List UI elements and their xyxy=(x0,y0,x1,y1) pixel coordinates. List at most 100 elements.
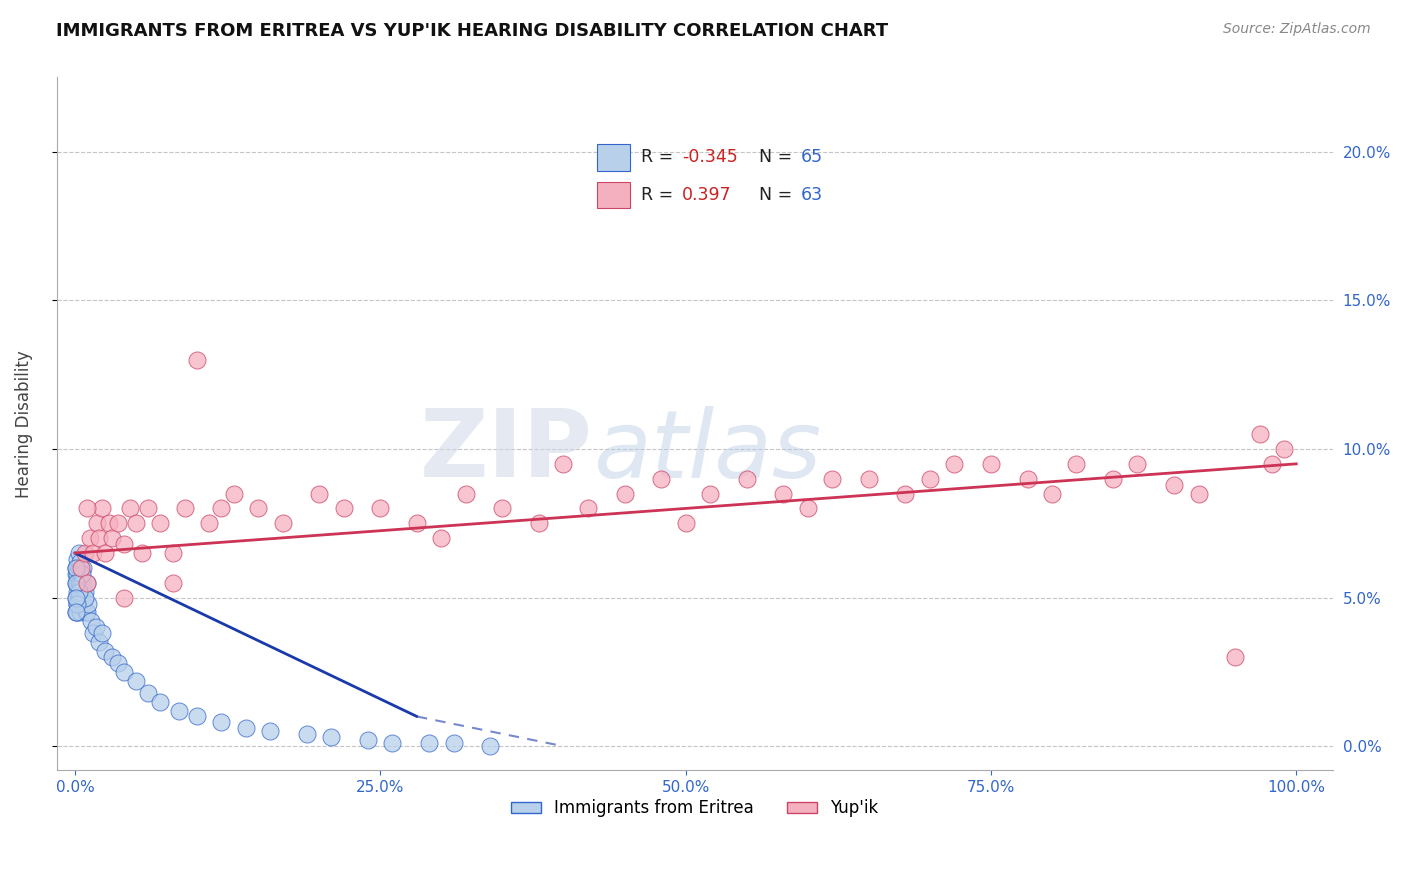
Point xyxy=(90,501,112,516)
Point xyxy=(66,566,89,581)
Point xyxy=(67,561,90,575)
Point xyxy=(308,486,330,500)
Point xyxy=(167,704,190,718)
Point xyxy=(454,486,477,500)
Point xyxy=(112,591,135,605)
Point xyxy=(943,457,966,471)
Point xyxy=(858,472,880,486)
Text: ZIP: ZIP xyxy=(420,406,593,498)
Point xyxy=(65,606,87,620)
Point xyxy=(136,501,159,516)
Point xyxy=(70,561,93,575)
Point xyxy=(918,472,941,486)
Point xyxy=(1261,457,1284,471)
Point xyxy=(1272,442,1295,456)
Point xyxy=(65,575,87,590)
Point xyxy=(821,472,844,486)
Point xyxy=(1040,486,1063,500)
Point xyxy=(79,531,101,545)
Point xyxy=(67,597,90,611)
Point xyxy=(100,650,122,665)
Point xyxy=(72,566,94,581)
Point xyxy=(72,561,94,575)
Point xyxy=(211,715,233,730)
Y-axis label: Hearing Disability: Hearing Disability xyxy=(15,350,32,498)
Point xyxy=(76,575,98,590)
Point xyxy=(66,606,89,620)
Point xyxy=(90,626,112,640)
Text: atlas: atlas xyxy=(593,406,821,497)
Point xyxy=(76,501,98,516)
Point xyxy=(77,597,100,611)
Point xyxy=(66,552,89,566)
Point xyxy=(86,516,108,531)
Point xyxy=(796,501,818,516)
Point xyxy=(75,606,97,620)
Point xyxy=(149,516,172,531)
Point xyxy=(699,486,721,500)
Point xyxy=(259,724,281,739)
Point xyxy=(430,531,453,545)
Point xyxy=(65,575,87,590)
Point xyxy=(418,736,440,750)
Point xyxy=(980,457,1002,471)
Point xyxy=(73,591,96,605)
Text: Source: ZipAtlas.com: Source: ZipAtlas.com xyxy=(1223,22,1371,37)
Point xyxy=(65,591,87,605)
Point xyxy=(94,546,117,560)
Point xyxy=(443,736,465,750)
Point xyxy=(70,597,93,611)
Point xyxy=(553,457,575,471)
Point xyxy=(76,575,98,590)
Legend: Immigrants from Eritrea, Yup'ik: Immigrants from Eritrea, Yup'ik xyxy=(505,793,886,824)
Point xyxy=(406,516,429,531)
Point xyxy=(198,516,221,531)
Point xyxy=(107,516,129,531)
Point xyxy=(112,537,135,551)
Point xyxy=(66,561,89,575)
Point xyxy=(67,546,90,560)
Point xyxy=(173,501,195,516)
Point xyxy=(650,472,672,486)
Point xyxy=(65,606,87,620)
Point xyxy=(89,635,111,649)
Point xyxy=(332,501,354,516)
Point xyxy=(82,626,104,640)
Point xyxy=(69,555,91,569)
Point xyxy=(69,591,91,605)
Point xyxy=(94,644,117,658)
Point xyxy=(82,546,104,560)
Point xyxy=(112,665,135,679)
Point xyxy=(65,561,87,575)
Point xyxy=(65,561,87,575)
Point xyxy=(73,584,96,599)
Point xyxy=(67,575,90,590)
Point xyxy=(735,472,758,486)
Point xyxy=(149,695,172,709)
Point xyxy=(295,727,318,741)
Point xyxy=(136,686,159,700)
Point xyxy=(479,739,502,754)
Point xyxy=(66,584,89,599)
Point xyxy=(1225,650,1247,665)
Point xyxy=(772,486,794,500)
Point xyxy=(186,352,208,367)
Point xyxy=(80,615,103,629)
Point xyxy=(73,546,96,560)
Point xyxy=(70,566,93,581)
Point xyxy=(381,736,404,750)
Point xyxy=(162,575,184,590)
Point xyxy=(1017,472,1039,486)
Point xyxy=(271,516,294,531)
Point xyxy=(76,606,98,620)
Point xyxy=(368,501,391,516)
Point xyxy=(576,501,599,516)
Point xyxy=(72,597,94,611)
Point xyxy=(69,575,91,590)
Point xyxy=(247,501,270,516)
Point xyxy=(67,584,90,599)
Point xyxy=(107,656,129,670)
Point xyxy=(72,575,94,590)
Point xyxy=(613,486,636,500)
Point xyxy=(1126,457,1149,471)
